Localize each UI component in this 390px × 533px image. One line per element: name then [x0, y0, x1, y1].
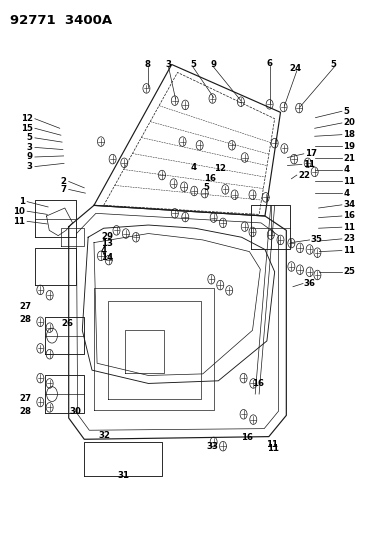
Text: 35: 35: [311, 236, 323, 245]
Text: 12: 12: [21, 114, 32, 123]
Text: 15: 15: [21, 124, 32, 133]
Text: 27: 27: [20, 302, 32, 311]
Text: 29: 29: [101, 232, 113, 241]
Text: 5: 5: [190, 60, 196, 69]
Text: 11: 11: [267, 444, 279, 453]
Text: 9: 9: [211, 60, 217, 69]
Text: 11: 11: [303, 160, 315, 169]
Text: 33: 33: [206, 442, 218, 451]
Text: 23: 23: [344, 235, 355, 244]
Text: 11: 11: [344, 246, 355, 255]
Text: 1: 1: [19, 197, 25, 206]
Text: 22: 22: [298, 171, 310, 180]
Text: 32: 32: [99, 431, 111, 440]
Text: 14: 14: [101, 254, 113, 262]
Text: 5: 5: [344, 107, 349, 116]
Text: 5: 5: [27, 133, 32, 142]
Text: 16: 16: [252, 379, 264, 388]
Text: 26: 26: [61, 319, 73, 328]
Text: 24: 24: [289, 64, 301, 73]
Text: 3: 3: [27, 162, 32, 171]
Text: 21: 21: [344, 154, 355, 163]
Text: 10: 10: [13, 207, 25, 216]
Text: 12: 12: [214, 164, 226, 173]
Text: 28: 28: [20, 407, 31, 416]
Text: 11: 11: [344, 223, 355, 232]
Text: 9: 9: [27, 152, 32, 161]
Text: 92771  3400A: 92771 3400A: [11, 14, 113, 27]
Text: 27: 27: [20, 394, 32, 403]
Text: 5: 5: [330, 60, 336, 69]
Text: 13: 13: [101, 239, 113, 248]
Text: 19: 19: [344, 142, 355, 151]
Text: 34: 34: [344, 200, 356, 209]
Text: 25: 25: [344, 268, 355, 276]
Text: 4: 4: [190, 163, 197, 172]
Text: 20: 20: [344, 118, 355, 127]
Text: 4: 4: [344, 189, 349, 198]
Text: 11: 11: [13, 217, 25, 226]
Text: 4: 4: [344, 165, 349, 174]
Polygon shape: [125, 330, 164, 373]
Text: 16: 16: [344, 212, 355, 221]
Text: 18: 18: [344, 130, 355, 139]
Text: 17: 17: [305, 149, 317, 158]
Text: 16: 16: [241, 433, 253, 442]
Text: 36: 36: [304, 279, 316, 288]
Text: 2: 2: [61, 177, 67, 186]
Text: 11: 11: [344, 177, 355, 186]
Text: 28: 28: [20, 315, 31, 324]
Text: 11: 11: [266, 440, 278, 449]
Text: 16: 16: [204, 174, 216, 183]
Text: 7: 7: [60, 185, 67, 194]
Text: 5: 5: [204, 183, 209, 192]
Text: 4: 4: [101, 246, 107, 255]
Text: 6: 6: [267, 59, 273, 68]
Text: 3: 3: [27, 143, 32, 152]
Text: 31: 31: [117, 472, 129, 480]
Text: 8: 8: [145, 60, 151, 69]
Text: 3: 3: [166, 60, 172, 69]
Text: 30: 30: [70, 407, 82, 416]
